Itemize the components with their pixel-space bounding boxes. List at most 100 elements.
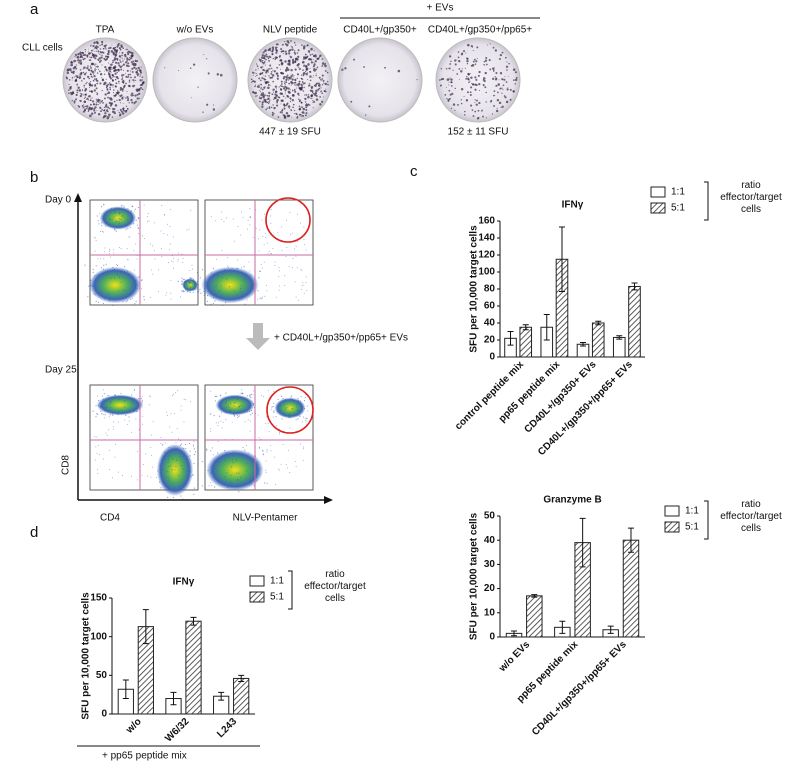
event <box>193 493 195 496</box>
event <box>220 211 222 213</box>
event <box>301 289 303 291</box>
event <box>122 289 124 291</box>
event <box>128 420 130 422</box>
event <box>188 443 191 445</box>
spot <box>118 47 122 50</box>
spot <box>289 97 291 99</box>
event <box>186 291 188 293</box>
event <box>137 450 139 452</box>
spot <box>83 53 87 57</box>
event <box>107 215 109 217</box>
event <box>177 259 179 261</box>
spot <box>84 57 86 60</box>
event <box>241 298 243 300</box>
event <box>105 432 107 434</box>
spot <box>83 73 87 76</box>
spot <box>138 92 141 95</box>
spot <box>308 84 311 87</box>
event <box>120 205 123 207</box>
event <box>267 390 269 392</box>
spot <box>284 85 287 88</box>
event <box>159 481 161 483</box>
spot <box>106 88 109 90</box>
spot <box>502 88 504 91</box>
spot <box>134 64 137 67</box>
spot <box>93 49 94 51</box>
event <box>205 285 208 287</box>
spot <box>90 107 94 110</box>
event <box>128 409 131 411</box>
spot <box>460 88 464 91</box>
event <box>95 416 97 418</box>
event <box>125 296 127 299</box>
spot <box>300 106 302 108</box>
event <box>197 274 199 276</box>
spot <box>197 86 199 88</box>
event <box>282 413 284 415</box>
spot <box>90 56 93 59</box>
spot <box>78 62 80 64</box>
spot <box>108 66 111 69</box>
event <box>281 226 283 228</box>
spot <box>104 112 107 115</box>
event <box>114 456 116 458</box>
event <box>110 211 112 214</box>
spot <box>93 109 96 112</box>
spot <box>482 77 486 80</box>
event <box>194 287 197 289</box>
event <box>124 419 126 421</box>
spot <box>84 93 86 96</box>
event <box>114 210 117 212</box>
event <box>113 252 115 254</box>
error-bar <box>238 674 245 683</box>
spot <box>81 51 85 55</box>
event <box>280 410 282 412</box>
event <box>200 292 202 294</box>
spot <box>307 95 310 99</box>
spot <box>140 67 142 69</box>
event <box>201 460 203 463</box>
spot <box>305 70 307 73</box>
event <box>239 299 241 301</box>
arrow-head <box>74 193 82 202</box>
spot <box>122 107 125 110</box>
spot <box>275 43 278 46</box>
spot <box>95 68 97 70</box>
event <box>296 405 298 408</box>
spot <box>114 72 117 75</box>
spot <box>99 106 102 109</box>
spot <box>320 78 322 81</box>
spot <box>271 93 273 95</box>
event <box>272 416 274 418</box>
event <box>279 285 281 287</box>
spot <box>321 78 324 80</box>
event <box>246 399 248 401</box>
spot <box>109 83 112 86</box>
spot <box>77 56 80 59</box>
event <box>304 396 306 399</box>
spot <box>449 77 451 79</box>
spot <box>258 86 260 88</box>
spot <box>266 55 269 58</box>
spot <box>261 103 264 106</box>
event <box>186 286 188 288</box>
spot <box>285 81 288 83</box>
spot <box>263 70 265 72</box>
spot <box>121 97 124 100</box>
spot <box>311 87 313 90</box>
spot <box>471 47 473 49</box>
event <box>253 390 255 392</box>
x-tick-label: pp65 peptide mix <box>497 359 563 425</box>
spot <box>219 73 223 77</box>
event <box>224 452 226 454</box>
spot <box>106 84 108 87</box>
spot <box>272 104 274 106</box>
spot <box>303 64 306 67</box>
spot <box>302 82 305 85</box>
event <box>218 461 220 463</box>
spot <box>101 54 103 57</box>
event <box>189 470 191 473</box>
spot <box>117 110 119 112</box>
event <box>166 411 168 413</box>
spot <box>125 73 127 74</box>
